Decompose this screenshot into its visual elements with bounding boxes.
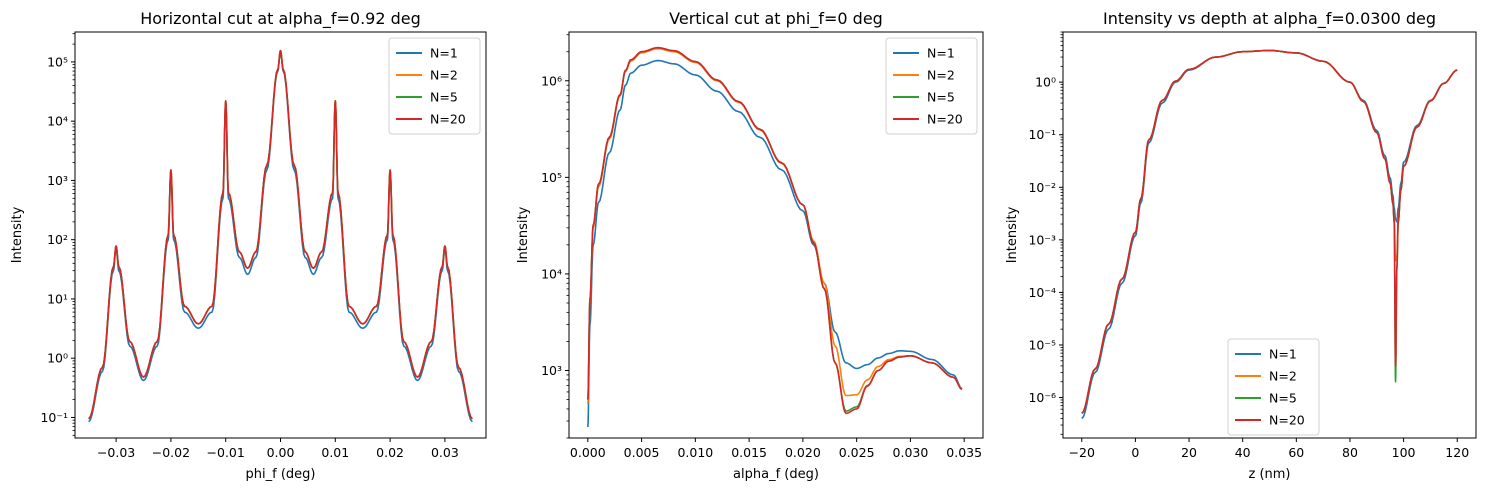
y-axis-ticks: 10³ 10⁴ 10⁵ 10⁶: [541, 34, 569, 439]
x-tick-label: 80: [1342, 445, 1358, 460]
y-tick-label: 10³: [47, 173, 68, 188]
legend-label: N=1: [927, 46, 955, 61]
x-tick-label: 0.02: [376, 445, 404, 460]
series-line-n-20: [587, 46, 963, 415]
y-axis-ticks: 10⁻⁶ 10⁻⁵ 10⁻⁴ 10⁻³ 10⁻² 10⁻¹ 10⁰: [1028, 31, 1063, 435]
legend-label: N=2: [1269, 369, 1297, 384]
y-tick-label: 10⁻⁶: [1028, 390, 1056, 405]
x-axis-label: z (nm): [1248, 467, 1290, 482]
x-axis-label: phi_f (deg): [246, 467, 316, 482]
x-axis-ticks: −20 0 20 40 60 80 100 120: [1069, 438, 1469, 460]
y-tick-label: 10⁻²: [1028, 180, 1056, 195]
legend-frame: [388, 37, 481, 135]
y-tick-label: 10⁻³: [1028, 232, 1056, 247]
legend: N=1 N=2 N=5 N=20: [1227, 338, 1320, 436]
series-lines: [1081, 49, 1458, 420]
y-axis-label: Intensity: [516, 206, 531, 263]
legend-label: N=20: [927, 112, 963, 127]
legend-frame: [885, 37, 978, 135]
y-tick-label: 10⁵: [541, 170, 562, 185]
axes-frame: [568, 31, 984, 439]
legend-label: N=5: [1269, 391, 1297, 406]
x-tick-label: 0.035: [946, 445, 982, 460]
x-tick-label: 0.01: [321, 445, 349, 460]
y-axis-label: Intensity: [10, 206, 25, 263]
x-axis-label: alpha_f (deg): [733, 467, 819, 482]
chart-title: Intensity vs depth at alpha_f=0.0300 deg: [1103, 9, 1436, 29]
x-tick-label: 120: [1445, 445, 1469, 460]
x-tick-label: 20: [1181, 445, 1197, 460]
x-tick-label: −20: [1069, 445, 1095, 460]
legend-label: N=5: [430, 90, 458, 105]
y-tick-label: 10⁻¹: [40, 410, 68, 425]
y-tick-label: 10⁶: [541, 73, 562, 88]
legend-label: N=1: [430, 46, 458, 61]
legend-label: N=20: [1269, 413, 1305, 428]
legend-label: N=1: [1269, 347, 1297, 362]
legend-label: N=20: [430, 112, 466, 127]
x-tick-label: 100: [1392, 445, 1416, 460]
chart-title: Horizontal cut at alpha_f=0.92 deg: [140, 9, 421, 29]
y-tick-label: 10⁵: [47, 54, 68, 69]
panel-horizontal-cut: Horizontal cut at alpha_f=0.92 deg −0.03…: [10, 9, 487, 482]
x-tick-label: 0.025: [839, 445, 875, 460]
x-tick-label: −0.03: [97, 445, 135, 460]
axes-frame: [1062, 31, 1477, 439]
x-tick-label: −0.01: [207, 445, 245, 460]
x-tick-label: 0.00: [267, 445, 295, 460]
x-axis-ticks: −0.03 −0.02 −0.01 0.00 0.01 0.02 0.03: [97, 438, 459, 460]
series-line-n-20: [88, 49, 473, 420]
x-tick-label: 0.010: [677, 445, 713, 460]
y-axis-label: Intensity: [1005, 206, 1020, 263]
x-tick-label: 0.020: [785, 445, 821, 460]
x-axis-ticks: 0.000 0.005 0.010 0.015 0.020 0.025 0.030 0.035: [570, 438, 982, 460]
y-tick-label: 10⁻⁵: [1028, 337, 1056, 352]
x-tick-label: 0.03: [431, 445, 459, 460]
series-line-n-1: [587, 59, 963, 428]
y-tick-label: 10⁴: [541, 266, 562, 281]
y-tick-label: 10³: [541, 363, 562, 378]
legend-label: N=5: [927, 90, 955, 105]
series-line-n-20: [1081, 49, 1458, 414]
y-tick-label: 10⁴: [47, 114, 68, 129]
x-tick-label: 0: [1131, 445, 1139, 460]
legend: N=1 N=2 N=5 N=20: [885, 37, 978, 135]
x-tick-label: 0.030: [893, 445, 929, 460]
x-tick-label: 0.000: [570, 445, 606, 460]
y-tick-label: 10⁰: [47, 351, 68, 366]
legend: N=1 N=2 N=5 N=20: [388, 37, 481, 135]
y-tick-label: 10²: [47, 232, 68, 247]
x-tick-label: −0.02: [152, 445, 190, 460]
series-lines: [587, 46, 963, 428]
x-tick-label: 0.005: [624, 445, 660, 460]
legend-label: N=2: [430, 68, 458, 83]
x-tick-label: 60: [1288, 445, 1304, 460]
chart-title: Vertical cut at phi_f=0 deg: [669, 9, 883, 29]
y-tick-label: 10¹: [47, 291, 68, 306]
legend-label: N=2: [927, 68, 955, 83]
y-tick-label: 10⁻⁴: [1028, 285, 1056, 300]
legend-frame: [1227, 338, 1320, 436]
y-axis-ticks: 10⁻¹ 10⁰ 10¹ 10² 10³ 10⁴ 10⁵: [40, 33, 75, 436]
x-tick-label: 0.015: [731, 445, 767, 460]
series-lines: [88, 49, 473, 423]
y-tick-label: 10⁰: [1035, 75, 1056, 90]
panel-vertical-cut: Vertical cut at phi_f=0 deg 0.000 0.005 0.…: [516, 9, 984, 482]
y-tick-label: 10⁻¹: [1028, 127, 1056, 142]
x-tick-label: 40: [1235, 445, 1251, 460]
panel-intensity-depth: Intensity vs depth at alpha_f=0.0300 deg…: [1005, 9, 1477, 482]
